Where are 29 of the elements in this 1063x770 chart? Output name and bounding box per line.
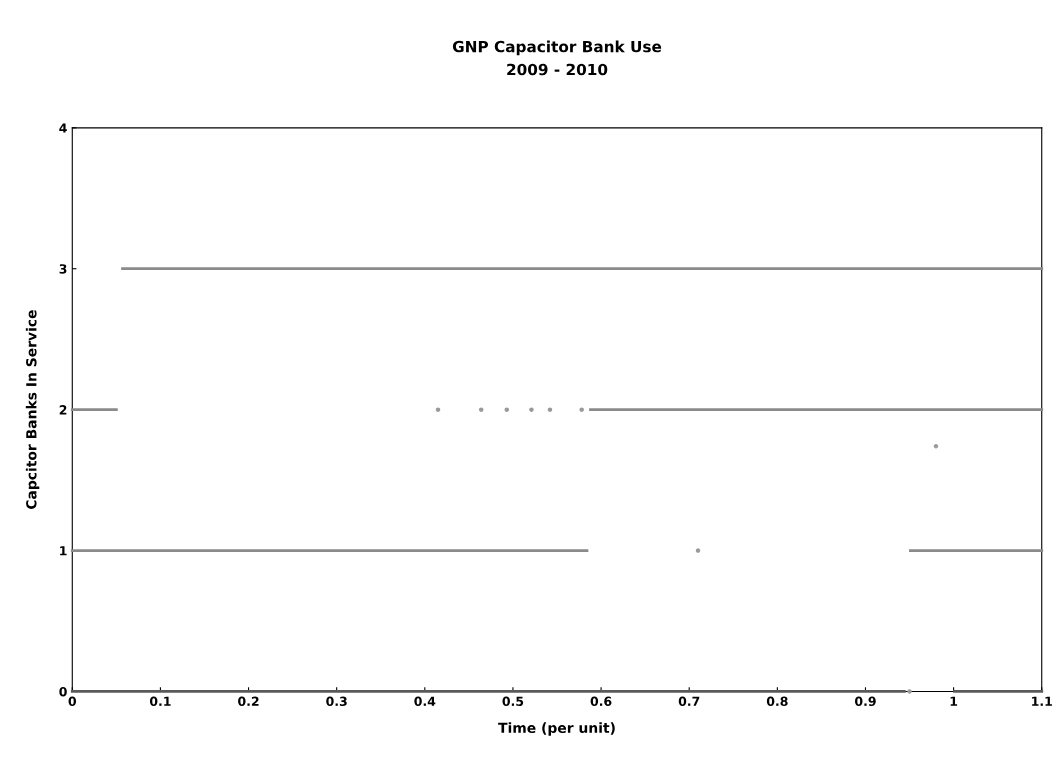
x-tick-label: 0.5 xyxy=(502,696,524,706)
x-tick-label: 0.3 xyxy=(326,696,347,706)
y-tick-label: 3 xyxy=(59,264,67,274)
point xyxy=(435,407,441,412)
x-tick-label: 0.8 xyxy=(766,696,788,706)
x-tick-label: 0.4 xyxy=(414,696,436,706)
y-tick-label: 0 xyxy=(59,686,67,697)
x-tick-label: 0 xyxy=(68,696,77,706)
point xyxy=(933,444,939,449)
point xyxy=(547,407,553,412)
x-tick-label: 0.9 xyxy=(855,696,876,706)
y-tick-label: 1 xyxy=(60,546,67,556)
x-tick-label: 1 xyxy=(950,696,958,706)
x-tick-label: 0.7 xyxy=(678,696,700,706)
y-tick-label: 2 xyxy=(59,405,67,415)
y-axis-title: Capcitor Banks In Service xyxy=(25,310,40,510)
x-tick-label: 0.2 xyxy=(238,696,259,706)
point xyxy=(478,407,484,412)
x-tick-label: 1.1 xyxy=(1032,696,1052,706)
x-axis-title: Time (per unit) xyxy=(498,722,615,736)
point xyxy=(907,689,912,694)
chart-title: GNP Capacitor Bank Use 2009 - 2010 xyxy=(452,40,662,76)
point xyxy=(504,407,510,412)
point xyxy=(695,548,701,553)
x-tick-label: 0.6 xyxy=(590,696,612,706)
point xyxy=(579,407,584,412)
y-tick-label: 4 xyxy=(59,123,67,133)
point xyxy=(529,407,534,412)
x-tick-label: 0.1 xyxy=(149,696,171,706)
